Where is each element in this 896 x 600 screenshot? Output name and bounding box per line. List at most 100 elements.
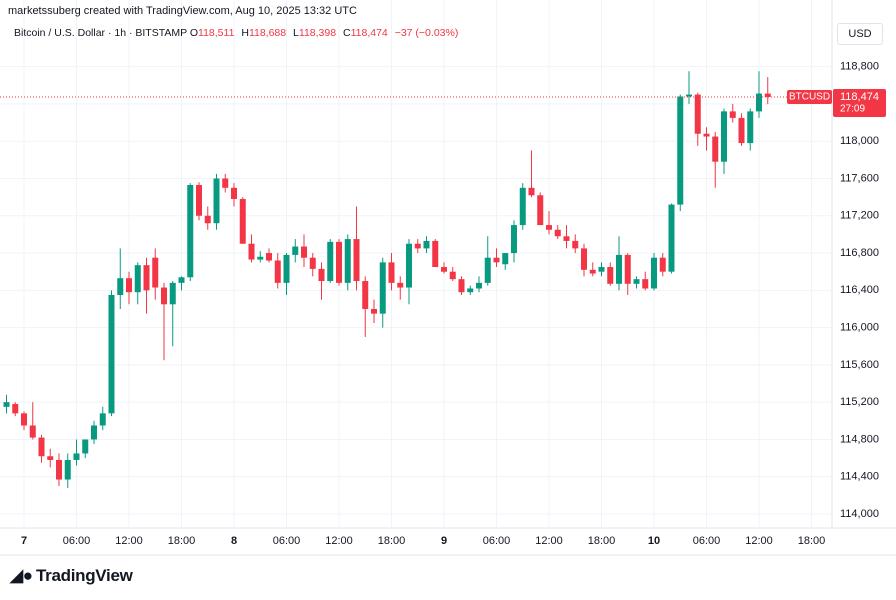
candle-body (467, 288, 474, 293)
candle-body (64, 459, 71, 480)
x-tick-label: 06:00 (483, 535, 511, 547)
price-tag (833, 89, 886, 118)
candle-body (231, 187, 237, 199)
candle-body (91, 425, 97, 440)
candle-body (47, 456, 54, 460)
candle-body (476, 282, 482, 289)
candle-body (371, 308, 377, 314)
candle-body (379, 262, 386, 314)
ohlc-value: 118,511 (198, 27, 235, 39)
candle-body (204, 215, 211, 224)
y-tick-label: 115,200 (840, 396, 879, 408)
candle-body (519, 187, 526, 226)
x-tick-label: 06:00 (63, 535, 91, 547)
candle-body (196, 185, 202, 216)
symbol-tag-label: BTCUSD (789, 92, 830, 103)
candle-body (309, 257, 316, 269)
candle-body (694, 94, 701, 134)
candle-body (756, 93, 762, 112)
candle-body (729, 111, 736, 118)
logo-text: TradingView (36, 566, 133, 585)
candle-body (484, 257, 491, 283)
candle-body (82, 439, 89, 454)
candle-body (169, 282, 176, 305)
candle-body (99, 413, 106, 426)
candle-body (143, 265, 150, 291)
candle-body (651, 257, 657, 289)
logo: ◢● TradingView (10, 566, 133, 586)
y-tick-label: 116,400 (840, 284, 879, 296)
y-tick-label: 114,400 (840, 471, 879, 483)
candle-body (703, 133, 710, 137)
price-tag-label: 118,474 (840, 91, 879, 103)
candle-body (528, 187, 535, 196)
candle-body (117, 278, 124, 295)
candle-body (537, 195, 544, 226)
candle-body (318, 268, 325, 282)
x-tick-label: 10 (648, 535, 660, 547)
candle-body (12, 404, 19, 414)
candle-body (388, 262, 395, 283)
x-tick-label: 9 (441, 535, 447, 547)
candle-body (493, 257, 500, 263)
candle-body (764, 93, 771, 98)
candle-body (414, 243, 421, 249)
candle-body (747, 111, 754, 144)
candle-body (458, 279, 465, 293)
countdown-label: 27:09 (840, 104, 865, 115)
currency-button[interactable]: USD (837, 23, 883, 45)
candle-body (301, 246, 307, 258)
y-tick-label: 114,800 (840, 433, 879, 445)
y-tick-label: 118,000 (840, 135, 879, 147)
candle-body (633, 279, 640, 284)
candle-body (161, 287, 167, 305)
candle-body (712, 136, 719, 162)
y-tick-label: 116,800 (840, 247, 879, 259)
candle-body (406, 243, 412, 288)
ohlc-key: H (241, 27, 249, 39)
candle-body (668, 204, 675, 272)
candle-body (56, 459, 62, 480)
candle-body (624, 254, 631, 284)
candle-body (134, 265, 141, 293)
candle-body (616, 254, 622, 284)
candle-body (239, 198, 246, 244)
candle-body (721, 111, 727, 162)
candle-body (187, 185, 194, 278)
symbol-tag (787, 90, 832, 105)
candle-body (21, 413, 27, 426)
logo-mark: ◢● (10, 566, 33, 585)
candle-body (3, 402, 10, 407)
x-tick-label: 12:00 (115, 535, 143, 547)
y-tick-label: 117,600 (840, 172, 879, 184)
candle-body (598, 267, 605, 272)
x-tick-label: 06:00 (693, 535, 721, 547)
ohlc-value: 118,474 (350, 27, 388, 39)
candle-body (292, 246, 299, 255)
candle-body (502, 253, 509, 265)
ohlc-key: C (343, 27, 351, 39)
candle-body (283, 254, 290, 283)
candle-body (257, 256, 264, 260)
candle-body (353, 239, 360, 282)
y-tick-label: 115,600 (840, 359, 879, 371)
candle-body (108, 294, 115, 414)
ohlc-key: O (189, 27, 199, 39)
y-tick-label: 116,000 (840, 322, 879, 334)
candle-body (397, 282, 404, 288)
x-tick-label: 12:00 (535, 535, 563, 547)
candle-body (362, 281, 369, 309)
ohlc-key: L (293, 27, 299, 39)
candle-body (659, 257, 666, 272)
candle-body (738, 117, 745, 144)
candle-body (449, 271, 456, 280)
candle-body (178, 277, 185, 283)
candle-body (29, 425, 36, 438)
attribution: marketssuberg created with TradingView.c… (8, 5, 357, 17)
candle-body (642, 279, 649, 289)
y-tick-label: 118,800 (840, 61, 879, 73)
candle-body (441, 267, 447, 272)
candle-body (554, 229, 561, 237)
